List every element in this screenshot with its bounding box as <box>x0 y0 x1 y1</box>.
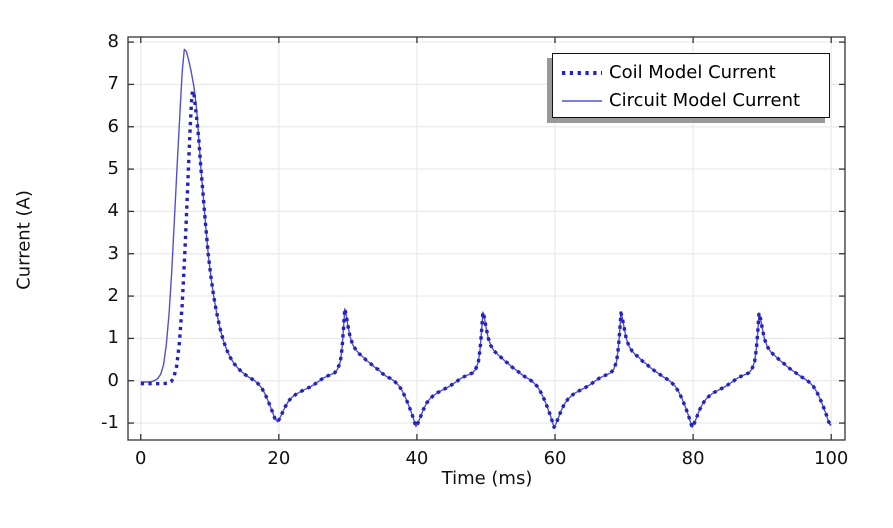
legend-entry-circuit-model: Circuit Model Current <box>561 87 821 115</box>
legend-label-circuit-model: Circuit Model Current <box>609 90 801 111</box>
x-axis-title: Time (ms) <box>441 468 533 489</box>
solid-line-sample-icon <box>562 99 602 102</box>
coil-model-current-curve <box>140 89 833 429</box>
y-axis-title: Current (A) <box>13 190 35 290</box>
legend-entry-coil-model: Coil Model Current <box>561 59 821 87</box>
legend-label-coil-model: Coil Model Current <box>609 62 776 83</box>
plot-frame <box>127 36 846 441</box>
legend: Coil Model Current Circuit Model Current <box>552 53 830 118</box>
dotted-line-sample-icon <box>562 70 602 75</box>
